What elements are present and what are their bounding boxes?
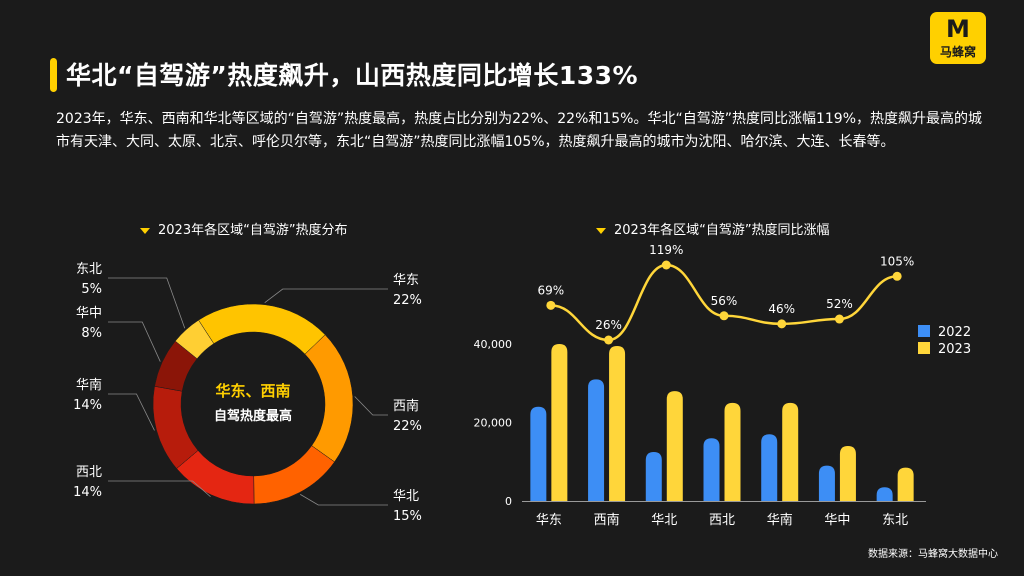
bar-2023 [551, 344, 568, 501]
growth-point [546, 300, 556, 310]
pie-center-highlight: 华东、西南 [215, 382, 290, 400]
page-title: 华北“自驾游”热度飙升，山西热度同比增长133% [66, 61, 639, 90]
x-tick-label: 华东 [536, 513, 562, 528]
growth-point [719, 311, 729, 321]
pie-slice [304, 334, 354, 463]
bar-2022 [876, 487, 893, 501]
bar-2023 [666, 391, 683, 501]
pie-label-value: 22% [393, 293, 422, 308]
legend-label: 2023 [938, 342, 971, 357]
bar-2022 [530, 406, 547, 501]
growth-point [604, 335, 614, 345]
pie-label-name: 华中 [76, 306, 102, 321]
x-tick-label: 西北 [709, 513, 735, 528]
pie-label-name: 西北 [76, 465, 102, 480]
legend-label: 2022 [938, 325, 971, 340]
growth-label: 119% [649, 243, 683, 257]
growth-label: 56% [711, 294, 738, 308]
bar-2023 [839, 446, 856, 501]
bar-2023 [609, 345, 626, 501]
triangle-marker-icon [596, 227, 606, 234]
pie-slice [152, 386, 199, 469]
pie-slice [198, 303, 326, 355]
bar-2022 [588, 379, 605, 501]
bar-2022 [645, 451, 662, 501]
pie-leader-line [354, 396, 388, 416]
growth-label: 26% [595, 318, 622, 332]
pie-center-caption: 自驾热度最高 [214, 408, 292, 424]
title-accent-bar [50, 58, 57, 92]
pie-slice [174, 319, 215, 360]
growth-point [892, 271, 902, 281]
pie-leader-line [264, 288, 388, 303]
growth-label: 46% [768, 302, 795, 316]
brand-logo: M 马蜂窝 [930, 12, 986, 64]
triangle-marker-icon [140, 227, 150, 234]
growth-label: 52% [826, 297, 853, 311]
pie-leader-line [108, 277, 186, 329]
pie-label-name: 华南 [76, 377, 102, 393]
pie-label-name: 华东 [393, 273, 419, 288]
pie-label-value: 8% [81, 326, 102, 341]
pie-leader-line [108, 393, 155, 431]
y-tick-label: 40,000 [474, 338, 513, 351]
pie-label-value: 5% [81, 282, 102, 297]
description-paragraph: 2023年，华东、西南和华北等区域的“自驾游”热度最高，热度占比分别为22%、2… [56, 111, 983, 150]
y-tick-label: 0 [505, 495, 512, 508]
pie-label-name: 东北 [76, 262, 102, 277]
logo-text: 马蜂窝 [939, 45, 976, 59]
growth-label: 69% [538, 283, 565, 297]
pie-chart-title: 2023年各区域“自驾游”热度分布 [140, 219, 348, 238]
bar-2023 [897, 467, 914, 501]
bar-chart-title-text: 2023年各区域“自驾游”热度同比涨幅 [614, 223, 830, 238]
pie-leader-line [300, 494, 388, 506]
bar-2022 [703, 438, 720, 501]
bar-2023 [782, 402, 799, 501]
legend-swatch [918, 342, 930, 354]
pie-slice [253, 445, 335, 505]
x-tick-label: 华南 [767, 512, 793, 528]
data-source: 数据来源：马蜂窝大数据中心 [868, 549, 998, 560]
x-tick-label: 华北 [651, 513, 677, 528]
growth-point [777, 319, 787, 329]
pie-label-value: 14% [73, 398, 102, 413]
pie-label-value: 15% [393, 509, 422, 524]
x-tick-label: 华中 [824, 513, 850, 528]
mafengwo-m-icon: M [946, 15, 970, 43]
legend-swatch [918, 325, 930, 337]
pie-label-name: 华北 [393, 489, 419, 504]
pie-label-value: 14% [73, 485, 102, 500]
bar-2022 [761, 434, 778, 501]
bar-chart-title: 2023年各区域“自驾游”热度同比涨幅 [596, 219, 830, 238]
y-tick-label: 20,000 [474, 417, 513, 430]
pie-leader-line [108, 480, 211, 498]
pie-leader-line [108, 321, 161, 362]
pie-label-value: 22% [393, 419, 422, 434]
pie-label-name: 西南 [393, 398, 419, 414]
x-tick-label: 西南 [594, 512, 620, 528]
growth-label: 105% [880, 254, 914, 268]
pie-chart-title-text: 2023年各区域“自驾游”热度分布 [158, 223, 348, 238]
growth-point [661, 260, 671, 270]
growth-point [834, 314, 844, 324]
bar-2023 [724, 402, 741, 501]
bar-2022 [818, 465, 835, 501]
x-tick-label: 东北 [882, 513, 908, 528]
